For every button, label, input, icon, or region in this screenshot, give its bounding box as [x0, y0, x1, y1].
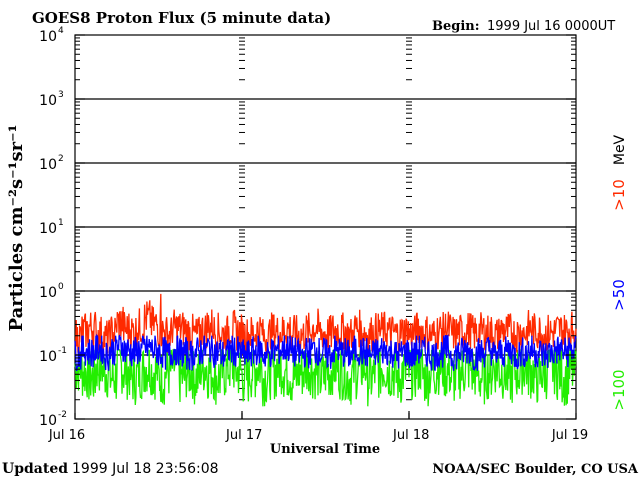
y-tick-exponent: 3 [58, 90, 64, 100]
updated-label: Updated [2, 461, 68, 477]
series-layer [74, 293, 577, 407]
begin-label: Begin: [432, 19, 480, 34]
x-axis-ticks: Jul 16 Jul 17 Jul 18 Jul 19 [48, 413, 588, 443]
y-tick-label: 10 [39, 285, 57, 301]
y-axis-label: Particles cm⁻²s⁻¹sr⁻¹ [6, 125, 27, 332]
y-tick-label: 10 [39, 93, 57, 109]
x-axis-label: Universal Time [270, 442, 380, 457]
y-tick-label: 10 [39, 349, 57, 365]
begin-value: 1999 Jul 16 0000UT [487, 19, 615, 34]
legend-label-gt10: >10 [610, 179, 628, 211]
chart-title: GOES8 Proton Flux (5 minute data) [32, 9, 331, 27]
y-tick-label: 10 [39, 157, 57, 173]
y-tick-exponent: -2 [58, 410, 67, 420]
y-tick-label: 10 [39, 413, 57, 429]
updated-value: 1999 Jul 18 23:56:08 [72, 461, 219, 477]
y-tick-exponent: 4 [58, 26, 64, 36]
legend-label-gt100: >100 [610, 369, 628, 410]
y-tick-label: 10 [39, 29, 57, 45]
credit-text: NOAA/SEC Boulder, CO USA [432, 462, 639, 477]
y-tick-exponent: 2 [58, 154, 64, 164]
legend-unit: MeV [612, 134, 628, 165]
y-tick-exponent: 1 [58, 218, 64, 228]
x-tick-label: Jul 17 [225, 428, 262, 443]
x-tick-label: Jul 18 [392, 428, 429, 443]
x-tick-label: Jul 16 [48, 428, 85, 443]
legend-label-gt50: >50 [610, 279, 628, 311]
series-line-gt50 [74, 333, 577, 372]
y-tick-exponent: 0 [58, 282, 64, 292]
y-tick-exponent: -1 [58, 346, 67, 356]
x-tick-label: Jul 19 [551, 428, 588, 443]
y-tick-label: 10 [39, 221, 57, 237]
legend: >10 >50 >100 MeV [610, 134, 628, 410]
